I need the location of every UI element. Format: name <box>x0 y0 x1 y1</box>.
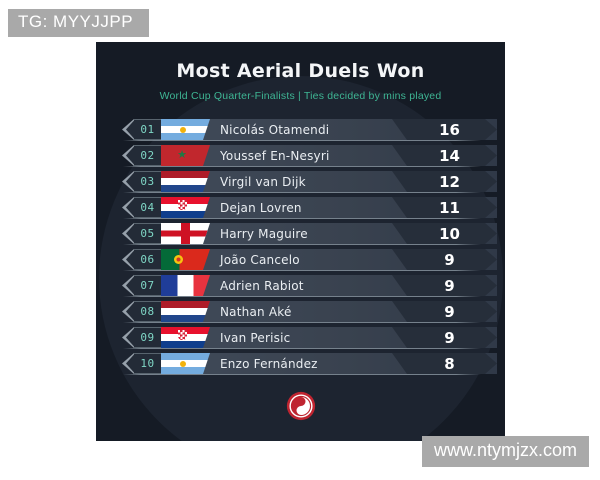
player-name: Nicolás Otamendi <box>220 122 330 137</box>
value-label: 14 <box>392 145 497 166</box>
row-body: Nathan Aké 9 <box>161 301 497 322</box>
row-body: Adrien Rabiot 9 <box>161 275 497 296</box>
table-row: 10 Enzo Fernández 8 <box>122 353 497 375</box>
table-row: 06 João Cancelo 9 <box>122 249 497 271</box>
flag-icon <box>161 145 210 166</box>
table-row: 03 Virgil van Dijk 12 <box>122 171 497 193</box>
player-name: Harry Maguire <box>220 226 308 241</box>
flag-icon <box>161 119 210 140</box>
value-label: 9 <box>392 327 497 348</box>
row-body: Ivan Perisic 9 <box>161 327 497 348</box>
table-row: 08 Nathan Aké 9 <box>122 301 497 323</box>
website-watermark-badge: www.ntymjzx.com <box>421 436 589 467</box>
table-row: 01 Nicolás Otamendi 16 <box>122 119 497 141</box>
page-title: Most Aerial Duels Won <box>176 60 425 82</box>
telegram-watermark-badge: TG: MYYJJPP <box>8 9 150 37</box>
flag-icon <box>161 249 210 270</box>
value-label: 16 <box>392 119 497 140</box>
leaderboard: 01 Nicolás Otamendi 16 02 Youssef En-Nes… <box>122 119 497 379</box>
value-label: 9 <box>392 249 497 270</box>
value-label: 9 <box>392 275 497 296</box>
rank-label: 07 <box>134 275 161 296</box>
player-name: Dejan Lovren <box>220 200 302 215</box>
flag-icon <box>161 171 210 192</box>
value-label: 11 <box>392 197 497 218</box>
player-name: João Cancelo <box>220 252 300 267</box>
row-body: João Cancelo 9 <box>161 249 497 270</box>
row-body: Enzo Fernández 8 <box>161 353 497 374</box>
row-left-cap <box>122 145 134 166</box>
value-label: 12 <box>392 171 497 192</box>
player-name: Ivan Perisic <box>220 330 291 345</box>
flag-icon <box>161 353 210 374</box>
table-row: 04 Dejan Lovren 11 <box>122 197 497 219</box>
flag-icon <box>161 197 210 218</box>
table-row: 07 Adrien Rabiot 9 <box>122 275 497 297</box>
flag-icon <box>161 327 210 348</box>
value-label: 9 <box>392 301 497 322</box>
row-left-cap <box>122 249 134 270</box>
row-body: Virgil van Dijk 12 <box>161 171 497 192</box>
rank-label: 03 <box>134 171 161 192</box>
flag-icon <box>161 275 210 296</box>
red-swirl-logo-icon <box>286 391 315 421</box>
stats-panel: Most Aerial Duels Won World Cup Quarter-… <box>96 42 505 441</box>
player-name: Virgil van Dijk <box>220 174 306 189</box>
row-body: Dejan Lovren 11 <box>161 197 497 218</box>
row-body: Harry Maguire 10 <box>161 223 497 244</box>
rank-label: 05 <box>134 223 161 244</box>
player-name: Nathan Aké <box>220 304 292 319</box>
player-name: Youssef En-Nesyri <box>220 148 330 163</box>
row-left-cap <box>122 275 134 296</box>
flag-icon <box>161 223 210 244</box>
row-left-cap <box>122 301 134 322</box>
table-row: 09 Ivan Perisic 9 <box>122 327 497 349</box>
value-label: 10 <box>392 223 497 244</box>
rank-label: 08 <box>134 301 161 322</box>
table-row: 05 Harry Maguire 10 <box>122 223 497 245</box>
player-name: Adrien Rabiot <box>220 278 304 293</box>
player-name: Enzo Fernández <box>220 356 318 371</box>
rank-label: 04 <box>134 197 161 218</box>
row-left-cap <box>122 353 134 374</box>
table-row: 02 Youssef En-Nesyri 14 <box>122 145 497 167</box>
flag-icon <box>161 301 210 322</box>
rank-label: 02 <box>134 145 161 166</box>
rank-label: 06 <box>134 249 161 270</box>
rank-label: 10 <box>134 353 161 374</box>
page-subtitle: World Cup Quarter-Finalists | Ties decid… <box>159 90 442 102</box>
rank-label: 01 <box>134 119 161 140</box>
row-left-cap <box>122 119 134 140</box>
row-left-cap <box>122 197 134 218</box>
row-left-cap <box>122 171 134 192</box>
value-label: 8 <box>392 353 497 374</box>
row-left-cap <box>122 223 134 244</box>
row-body: Youssef En-Nesyri 14 <box>161 145 497 166</box>
row-body: Nicolás Otamendi 16 <box>161 119 497 140</box>
rank-label: 09 <box>134 327 161 348</box>
row-left-cap <box>122 327 134 348</box>
